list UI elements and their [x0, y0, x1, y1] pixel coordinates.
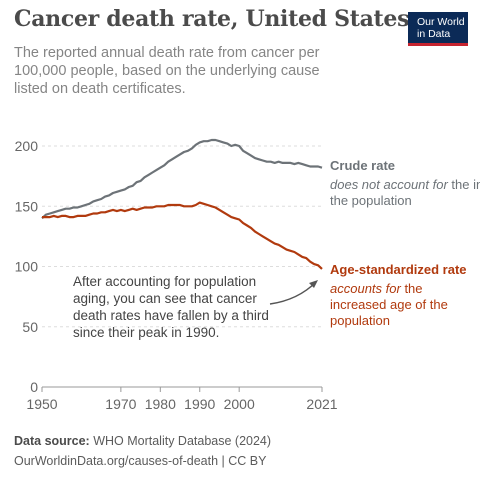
x-tick-label: 1980 — [145, 396, 176, 412]
chart-title: Cancer death rate, United States — [14, 6, 410, 32]
series-label-age-standardized-rate: Age-standardized rate — [330, 262, 467, 277]
series-note-crude-rate: does not account for the increased age o… — [330, 177, 480, 192]
annotation-line: since their peak in 1990. — [73, 325, 219, 340]
series-note-emphasis: accounts for — [330, 281, 401, 296]
y-tick-label: 0 — [30, 379, 38, 395]
y-tick-label: 200 — [15, 138, 39, 154]
data-source-label: Data source: — [14, 434, 90, 448]
chart-subtitle: The reported annual death rate from canc… — [14, 45, 320, 97]
series-label-crude-rate: Crude rate — [330, 158, 395, 173]
annotation: After accounting for population aging, yo… — [73, 274, 318, 340]
x-tick-label: 2000 — [224, 396, 255, 412]
annotation-line: aging, you can see that cancer — [73, 291, 257, 306]
series-labels: Crude rate does not account for the incre… — [330, 158, 480, 328]
annotation-arrowhead — [309, 280, 318, 288]
x-tick-label: 1950 — [26, 396, 57, 412]
series-note-text: the increased age of — [448, 177, 480, 192]
y-tick-label: 100 — [15, 259, 39, 275]
x-tick-label: 1970 — [105, 396, 136, 412]
data-source: Data source: WHO Mortality Database (202… — [14, 434, 271, 448]
series-note-line-crude-rate: the population — [330, 193, 412, 208]
x-tick-label: 2021 — [306, 396, 337, 412]
series-note-line-age-standardized-rate: population — [330, 313, 390, 328]
series-note-line-age-standardized-rate: increased age of the — [330, 297, 448, 312]
owid-logo[interactable]: Our World in Data — [408, 12, 468, 46]
x-axis: 1950 1970 1980 1990 2000 2021 — [26, 386, 338, 412]
x-tick-label: 1990 — [184, 396, 215, 412]
y-tick-label: 50 — [22, 319, 38, 335]
series-note-emphasis: does not account for — [330, 177, 448, 192]
series-line-crude-rate — [41, 138, 323, 220]
series-line-age-standardized-rate — [42, 201, 323, 270]
annotation-line: death rates have fallen by a third — [73, 308, 269, 323]
logo-line-1: Our World — [417, 16, 465, 28]
logo-line-2: in Data — [417, 28, 451, 40]
series-lines — [41, 138, 323, 270]
annotation-arrow — [269, 281, 317, 305]
chart-area: 0 50 100 150 200 1950 1970 1980 1990 2000 2021 Cr… — [15, 138, 480, 412]
y-tick-label: 150 — [15, 198, 39, 214]
annotation-line: After accounting for population — [73, 274, 256, 289]
series-note-age-standardized-rate: accounts for the — [330, 281, 423, 296]
y-axis-ticks: 0 50 100 150 200 — [15, 138, 39, 395]
footer-url[interactable]: OurWorldinData.org/causes-of-death | CC … — [14, 454, 267, 468]
series-note-text: the — [401, 281, 423, 296]
data-source-text[interactable]: WHO Mortality Database (2024) — [89, 434, 272, 448]
